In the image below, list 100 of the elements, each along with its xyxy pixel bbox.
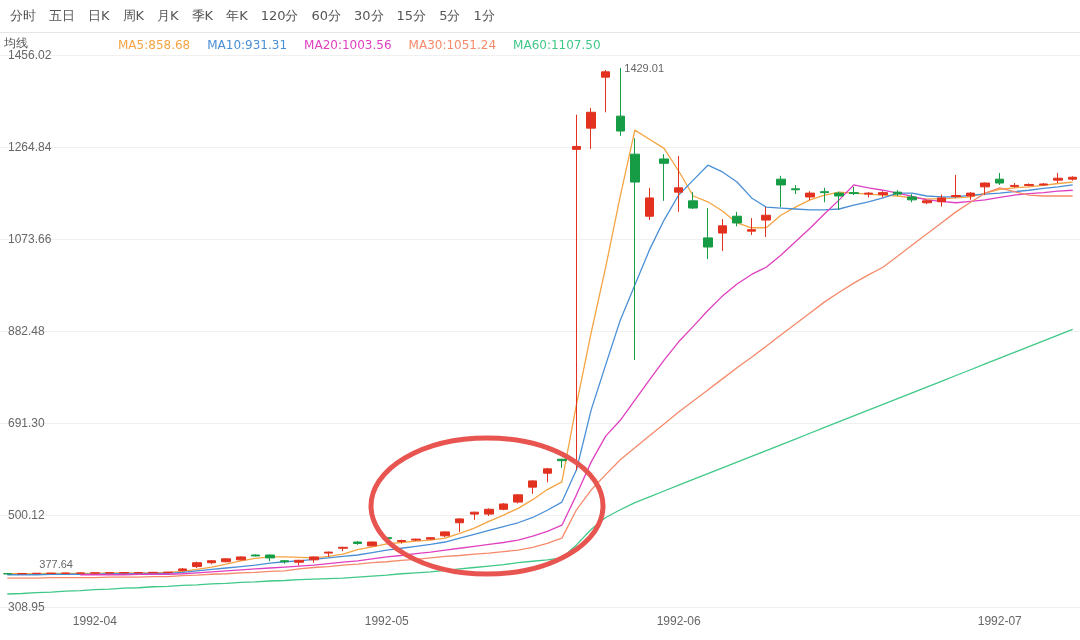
candlestick — [747, 217, 756, 236]
candlestick — [294, 559, 304, 567]
text: MA30:1051.24 — [408, 38, 497, 52]
candlestick — [338, 546, 348, 552]
candlestick — [105, 571, 114, 574]
y-tick-label: 1456.02 — [8, 48, 52, 62]
candlestick — [411, 538, 421, 542]
x-tick-label: 1992-07 — [977, 614, 1023, 628]
y-tick-label: 308.95 — [8, 600, 46, 614]
candlestick — [601, 69, 610, 113]
y-tick-label: 691.30 — [8, 416, 46, 430]
candlestick — [659, 153, 669, 202]
candlestick — [907, 193, 917, 203]
candlestick — [834, 191, 844, 211]
text: 五日 — [49, 7, 75, 25]
candlestick — [309, 555, 319, 564]
candlestick — [557, 458, 567, 469]
candlestick — [922, 199, 932, 205]
line-series — [6, 328, 1074, 595]
candlestick — [586, 107, 596, 150]
candlestick — [455, 517, 464, 533]
text: 120分 — [260, 7, 299, 25]
candlestick — [1010, 182, 1019, 189]
candlestick — [864, 191, 873, 198]
x-tick-label: 1992-04 — [72, 614, 118, 628]
candlestick — [3, 572, 12, 575]
candlestick — [32, 572, 41, 575]
candlestick — [353, 540, 362, 546]
x-tick-label: 1992-05 — [364, 614, 410, 628]
candlestick — [761, 206, 771, 238]
candlestick — [207, 559, 216, 565]
candlestick — [119, 571, 129, 574]
candlestick — [46, 572, 56, 575]
text: MA60:1107.50 — [513, 38, 601, 52]
legend-title: 均线 — [3, 36, 28, 50]
candlestick — [1039, 182, 1048, 187]
text: MA5:858.68 — [118, 38, 191, 52]
text: 30分 — [354, 7, 384, 25]
candlestick — [703, 207, 713, 260]
annotation: 1429.01 — [624, 62, 665, 74]
candlestick — [1053, 172, 1063, 184]
candlestick — [732, 211, 742, 227]
candlestick — [251, 554, 260, 557]
candlestick — [791, 184, 800, 195]
candlestick — [1068, 175, 1077, 182]
candlestick — [192, 561, 202, 569]
candlestick — [426, 536, 435, 541]
text: 季K — [191, 7, 214, 25]
candlestick — [878, 190, 888, 198]
candlestick — [805, 190, 815, 201]
y-tick-label: 882.48 — [8, 324, 46, 338]
candlestick — [236, 555, 246, 561]
text: MA20:1003.56 — [304, 38, 392, 52]
candlestick — [688, 191, 698, 210]
candlestick — [820, 187, 829, 203]
text: 月K — [157, 7, 179, 25]
candlestick — [776, 175, 786, 208]
candlestick — [849, 186, 859, 196]
text: 分时 — [10, 7, 36, 25]
candlestick — [484, 507, 494, 517]
candlestick — [718, 218, 727, 252]
text: 日K — [88, 7, 110, 25]
candlestick — [367, 541, 377, 547]
candlestick — [221, 557, 231, 563]
candlestick — [513, 493, 523, 505]
text: 5分 — [439, 7, 461, 25]
candlestick — [893, 189, 902, 197]
candlestick — [616, 67, 625, 137]
candlestick — [572, 114, 581, 471]
y-tick-label: 500.12 — [8, 508, 46, 522]
text: MA10:931.31 — [207, 38, 288, 52]
candlestick — [966, 191, 975, 201]
candlestick — [1024, 183, 1034, 187]
candlestick — [674, 155, 683, 213]
text: 年K — [226, 7, 248, 25]
candlestick — [543, 467, 552, 483]
text: 1分 — [473, 7, 495, 25]
text: 60分 — [311, 7, 342, 25]
candlestick — [645, 187, 654, 221]
text: 15分 — [396, 7, 427, 25]
annotation: 377.64 — [39, 557, 73, 570]
candlestick — [630, 137, 640, 361]
candlestick — [280, 559, 289, 565]
x-tick-label: 1992-06 — [656, 614, 701, 628]
candlestick — [324, 551, 333, 558]
candlestick — [937, 194, 946, 208]
candlestick — [951, 174, 961, 199]
candlestick — [995, 172, 1004, 186]
candlestick — [265, 554, 275, 562]
candlestick — [980, 182, 990, 196]
candlestick — [499, 502, 508, 511]
candlestick — [163, 571, 173, 574]
candlestick — [528, 479, 537, 495]
candlestick — [440, 530, 450, 538]
y-tick-label: 1264.84 — [8, 140, 52, 154]
text: 周K — [122, 7, 145, 25]
candlestick — [178, 567, 187, 572]
y-tick-label: 1073.66 — [8, 232, 52, 246]
candlestick — [397, 539, 406, 544]
candlestick — [470, 511, 479, 521]
